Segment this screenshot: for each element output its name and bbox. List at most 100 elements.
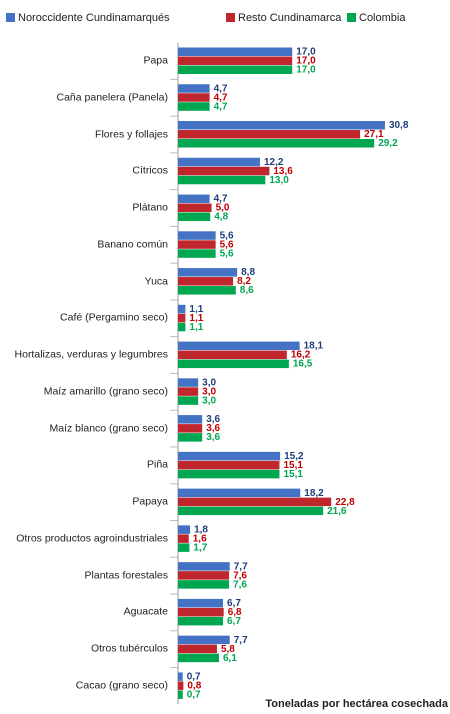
value-label: 3,6 <box>206 414 220 425</box>
value-label: 16,5 <box>293 359 313 370</box>
value-label: 18,2 <box>304 488 324 499</box>
bar <box>178 157 260 167</box>
value-label: 6,8 <box>228 607 242 618</box>
value-label: 0,7 <box>187 690 201 701</box>
bar <box>178 194 210 204</box>
value-label: 27,1 <box>364 129 384 140</box>
value-label: 15,1 <box>283 469 303 480</box>
legend-label: Resto Cundinamarca <box>238 12 342 24</box>
bar <box>178 130 361 139</box>
bar <box>178 359 289 369</box>
value-label: 1,1 <box>189 304 203 315</box>
bar <box>178 598 224 608</box>
bar <box>178 644 217 654</box>
bar <box>178 387 199 396</box>
bar <box>178 460 280 470</box>
legend-swatch <box>226 13 235 22</box>
bar <box>178 562 230 571</box>
value-label: 0,8 <box>187 681 201 692</box>
category-label: Hortalizas, verduras y legumbres <box>14 348 168 361</box>
value-label: 7,7 <box>234 561 248 572</box>
bar <box>178 65 293 74</box>
value-label: 16,2 <box>291 350 311 361</box>
bar <box>178 341 300 351</box>
legend-swatch <box>6 13 15 22</box>
category-label: Banano común <box>97 238 168 251</box>
category-label: Flores y follajes <box>95 128 168 141</box>
bar <box>178 350 287 360</box>
bar <box>178 451 281 461</box>
value-label: 8,8 <box>241 267 255 278</box>
value-label: 29,2 <box>378 138 398 149</box>
bar <box>178 93 210 102</box>
value-label: 1,6 <box>193 534 207 545</box>
value-label: 1,8 <box>194 525 208 536</box>
bar <box>178 396 199 405</box>
value-label: 3,6 <box>206 432 220 443</box>
bar <box>178 203 212 213</box>
bar <box>178 607 224 617</box>
value-label: 18,1 <box>304 341 324 352</box>
bar <box>178 571 230 580</box>
value-label: 17,0 <box>296 47 316 58</box>
value-label: 5,6 <box>220 248 234 259</box>
bar <box>178 84 210 93</box>
bar <box>178 121 385 130</box>
bar <box>178 277 234 286</box>
bar <box>178 690 183 699</box>
bar <box>178 249 216 258</box>
value-label: 3,6 <box>206 423 220 434</box>
bar <box>178 433 203 442</box>
category-label: Otros tubérculos <box>90 642 168 655</box>
category-label: Papa <box>143 54 168 67</box>
value-label: 6,7 <box>227 616 241 627</box>
bar <box>178 497 332 507</box>
value-label: 1,1 <box>189 313 203 324</box>
category-label: Plátano <box>132 201 168 214</box>
value-label: 30,8 <box>389 120 409 131</box>
value-label: 5,6 <box>220 239 234 250</box>
value-label: 7,7 <box>234 635 248 646</box>
bar <box>178 102 210 111</box>
category-label: Aguacate <box>123 605 168 618</box>
bar <box>178 231 216 240</box>
category-label: Maíz blanco (grano seco) <box>49 422 168 435</box>
bar <box>178 415 203 424</box>
value-label: 4,7 <box>214 194 228 205</box>
bar <box>178 469 280 479</box>
category-label: Piña <box>146 458 168 471</box>
bar <box>178 175 266 185</box>
value-label: 4,8 <box>214 212 228 223</box>
bar <box>178 166 270 176</box>
category-label: Papaya <box>132 495 168 508</box>
bar <box>178 653 219 663</box>
category-label: Cítricos <box>132 164 168 177</box>
bar <box>178 56 293 65</box>
value-label: 5,0 <box>216 203 230 214</box>
bar <box>178 47 293 56</box>
value-label: 6,7 <box>227 598 241 609</box>
bar <box>178 580 230 589</box>
bar <box>178 635 230 645</box>
value-label: 5,6 <box>220 230 234 241</box>
value-label: 1,7 <box>193 543 207 554</box>
value-label: 21,6 <box>327 506 347 517</box>
category-label: Maíz amarillo (grano seco) <box>43 385 168 398</box>
bar <box>178 488 301 498</box>
value-label: 4,7 <box>214 101 228 112</box>
value-label: 4,7 <box>214 92 228 103</box>
value-label: 5,8 <box>221 644 235 655</box>
x-axis-title: Toneladas por hectárea cosechada <box>265 698 448 710</box>
value-label: 12,2 <box>264 157 284 168</box>
value-label: 17,0 <box>296 56 316 67</box>
bar <box>178 268 238 277</box>
bar <box>178 424 203 433</box>
bar <box>178 286 236 295</box>
bar <box>178 304 186 314</box>
legend-label: Colombia <box>359 12 406 24</box>
value-label: 13,0 <box>269 175 289 186</box>
bar <box>178 506 324 516</box>
value-label: 8,6 <box>240 285 254 296</box>
